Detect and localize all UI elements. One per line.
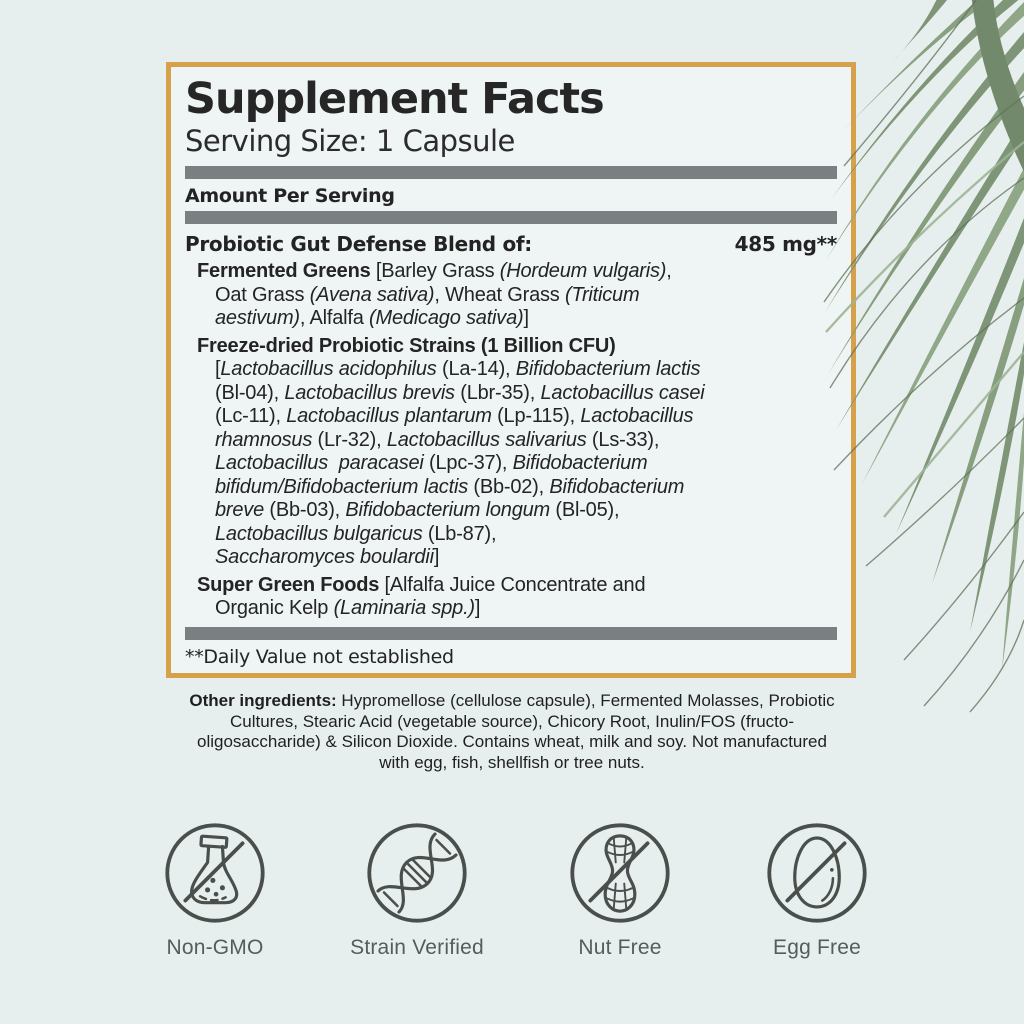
badge-non-gmo: Non-GMO [133, 820, 297, 960]
badge-label: Nut Free [578, 936, 662, 959]
text-line: (Bl-04), Lactobacillus brevis (Lbr-35), … [215, 381, 705, 404]
probiotic-strains-section: Freeze-dried Probiotic Strains (1 Billio… [185, 335, 837, 570]
amount-per-serving-label: Amount Per Serving [185, 185, 395, 207]
dna-helix-icon [367, 823, 467, 923]
blend-row: Probiotic Gut Defense Blend of: 485 mg** [185, 231, 837, 257]
divider-bar [185, 626, 837, 640]
divider-bar [185, 166, 837, 179]
badge-egg-free: Egg Free [735, 820, 899, 960]
text-line: Super Green Foods [Alfalfa Juice Concent… [197, 573, 646, 596]
text-line: oligosaccharide) & Silicon Dioxide. Cont… [197, 732, 827, 751]
daily-value-footnote: **Daily Value not established [185, 645, 454, 668]
text-line: Organic Kelp (Laminaria spp.)] [215, 597, 481, 619]
text-line: breve (Bb-03), Bifidobacterium longum (B… [215, 499, 620, 521]
badges-row: Non-GMO Strain Verified [0, 820, 1024, 980]
blend-amount: 485 mg** [734, 232, 838, 256]
badge-label: Egg Free [773, 936, 861, 959]
supplement-facts-panel: Supplement Facts Serving Size: 1 Capsule… [166, 62, 856, 678]
text-line: Fermented Greens [Barley Grass (Hordeum … [197, 260, 672, 282]
super-green-foods-section: Super Green Foods [Alfalfa Juice Concent… [185, 574, 837, 621]
text-line: Lactobacillus paracasei (Lpc-37), Bifido… [215, 452, 648, 474]
text-line: (Lc-11), Lactobacillus plantarum (Lp-115… [215, 405, 694, 427]
no-peanut-icon [570, 823, 670, 923]
divider-bar [185, 211, 837, 224]
text-line: Oat Grass (Avena sativa), Wheat Grass (T… [215, 283, 640, 306]
badge-strain-verified: Strain Verified [335, 820, 499, 960]
serving-size: Serving Size: 1 Capsule [185, 124, 515, 158]
text-line: Cultures, Stearic Acid (vegetable source… [229, 711, 795, 731]
text-line: aestivum), Alfalfa (Medicago sativa)] [215, 307, 529, 329]
badge-label: Strain Verified [350, 936, 484, 959]
text-line: Lactobacillus bulgaricus (Lb-87), [215, 522, 497, 545]
text-line: rhamnosus (Lr-32), Lactobacillus salivar… [215, 428, 660, 451]
badge-nut-free: Nut Free [538, 820, 702, 960]
badge-label: Non-GMO [166, 936, 264, 959]
blend-name: Probiotic Gut Defense Blend of: [185, 232, 533, 256]
no-egg-icon [767, 823, 867, 923]
other-ingredients: Other ingredients: Hypromellose (cellulo… [142, 691, 882, 773]
text-line: Other ingredients: Hypromellose (cellulo… [189, 691, 835, 710]
text-line: with egg, fish, shellfish or tree nuts. [379, 752, 645, 772]
text-line: [Lactobacillus acidophilus (La-14), Bifi… [215, 358, 701, 380]
panel-title: Supplement Facts [185, 74, 605, 124]
fermented-greens-section: Fermented Greens [Barley Grass (Hordeum … [185, 260, 837, 331]
text-line: bifidum/Bifidobacterium lactis (Bb-02), … [215, 475, 685, 498]
no-gmo-flask-icon [165, 823, 265, 923]
text-line: Saccharomyces boulardii] [215, 546, 440, 568]
text-line: Freeze-dried Probiotic Strains (1 Billio… [197, 334, 616, 357]
